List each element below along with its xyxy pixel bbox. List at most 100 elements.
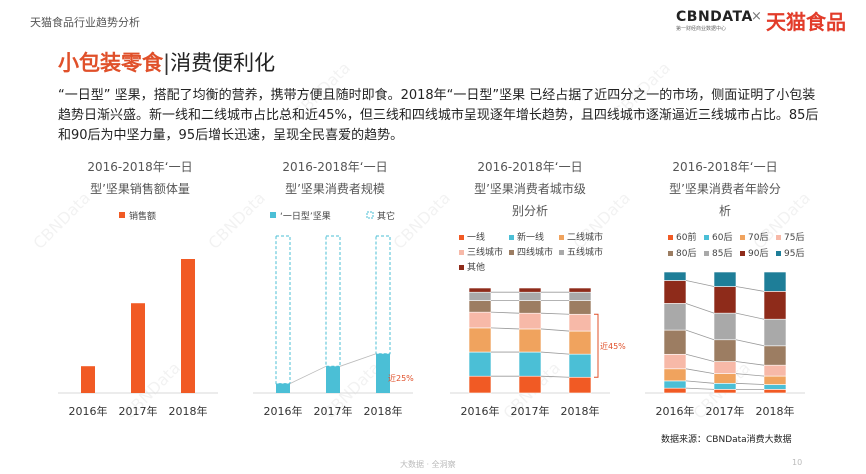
chart-3-bracket [594,313,599,378]
chart-4-connector-line [685,303,715,314]
chart-4-connector-line [685,380,715,384]
page-number: 10 [792,458,803,467]
chart-3-annotation: 近45% [600,341,626,351]
chart-2-legend-label-dashed: 其它 [377,210,395,222]
chart-4-segment [663,303,687,331]
heading-highlight: 小包装零食 [58,51,163,75]
chart-3-legend-swatch [509,250,514,255]
chart-2-bar-share [276,383,290,393]
chart-3-connector-line [540,312,570,315]
chart-3-segment [468,311,492,329]
chart-4-segment [763,384,787,390]
watermark-text-9: CBNData [289,58,354,123]
chart-3-title-line: 2016-2018年‘一日 [477,160,582,174]
chart-3-segment [468,300,492,313]
chart-1-legend-swatch [119,212,125,218]
chart-4-connector-line [735,373,765,377]
chart-4-legend-swatch [704,235,709,240]
chart-4-legend-label: 70后 [748,232,768,243]
chart-4-segment [763,271,787,292]
chart-4-segment [663,387,687,394]
chart-3-legend-swatch [459,235,464,240]
chart-3-segment [468,287,492,293]
chart-4-segment [713,361,737,374]
chart-4-segment [763,345,787,366]
chart-2-title-line: 型’坚果消费者规模 [285,181,385,196]
chart-1-bar [131,303,145,393]
chart-3-connector-line [490,311,520,314]
chart-4-legend-label: 90后 [748,248,768,259]
report-title: 天猫食品行业趋势分析 [30,16,140,29]
chart-4-segment [713,389,737,394]
chart-2-bar-share [376,353,390,393]
chart-4-segment [713,383,737,390]
chart-3-legend-swatch [559,250,564,255]
chart-4-legend-swatch [704,251,709,256]
chart-3-segment [518,300,542,314]
chart-4-title-line: 2016-2018年‘一日 [672,160,777,174]
chart-4-legend-swatch [776,235,781,240]
chart-4-x-tick-label: 2017年 [706,404,745,418]
chart-1-bar [81,366,95,393]
chart-3-segment [518,351,542,377]
chart-4-legend-label: 75后 [784,232,804,243]
chart-1-x-tick-label: 2016年 [69,404,108,418]
chart-3-legend-swatch [559,235,564,240]
chart-4-segment [663,271,687,281]
chart-3-segment [468,327,492,353]
chart-3-legend-swatch [509,235,514,240]
heading-text: 消费便利化 [170,51,276,75]
chart-3-connector-line [540,375,570,378]
chart-3-x-tick-label: 2018年 [561,404,600,418]
chart-4-connector-line [685,368,715,375]
chart-2-x-tick-label: 2017年 [314,404,353,418]
chart-4-legend-label: 60后 [712,232,732,243]
chart-3-title-line: 型’坚果消费者城市级 [474,181,586,196]
tmall-food-logo: 天猫食品 [766,10,846,34]
chart-2-legend-swatch-dashed [366,211,374,219]
chart-1-title-line: 型’坚果销售额体量 [90,181,190,196]
chart-4-connector-line [685,353,715,362]
chart-2-connector-line [289,365,327,384]
chart-4-legend-swatch [776,251,781,256]
chart-1-bar [181,259,195,393]
chart-4-segment [713,339,737,362]
chart-3-segment [468,291,492,301]
chart-2-connector-line [339,353,377,367]
chart-3-legend-label: 五线城市 [567,246,603,258]
chart-3-legend-label: 其他 [467,261,485,273]
chart-2-bar-other [275,235,291,385]
chart-2-x-tick-label: 2018年 [364,404,403,418]
chart-3-connector-line [540,351,570,355]
chart-3-segment [518,312,542,330]
summary-paragraph: “一日型” 坚果，搭配了均衡的营养，携带方便且随时即食。2018年“一日型”坚果… [58,88,819,143]
chart-4-connector-line [735,286,765,292]
watermark-text-0: CBNData [29,188,94,253]
chart-3-segment [568,291,592,301]
chart-4-legend-label: 60前 [676,231,696,243]
chart-4-title-line: 析 [719,204,731,218]
chart-3-title-line: 别分析 [512,204,548,218]
data-source: 数据来源：CBNData消费大数据 [661,435,792,445]
chart-3-segment [468,375,492,394]
chart-3-segment [568,287,592,293]
chart-4-segment [763,389,787,394]
chart-2-bar-other [325,235,341,367]
watermark-text-1: CBNData [204,188,269,253]
chart-4-segment [663,353,687,370]
chart-1-x-tick-label: 2017年 [119,404,158,418]
chart-3-segment [468,351,492,377]
chart-4-segment [713,271,737,287]
page-heading: 小包装零食|消费便利化 [58,47,275,77]
watermark-text-4: CBNData [749,188,814,253]
chart-4-connector-line [735,312,765,320]
chart-4-title-line: 型’坚果消费者年龄分 [669,182,781,196]
chart-2-x-tick-label: 2016年 [264,404,303,418]
chart-4-segment [713,286,737,314]
chart-4-legend-swatch [668,251,673,256]
chart-3-connector-line [540,328,570,332]
chart-1-legend-label: 销售额 [129,210,156,222]
chart-3-segment [568,313,592,332]
chart-2-annotation: 近25% [388,373,414,383]
chart-2-bar-share [326,366,340,393]
